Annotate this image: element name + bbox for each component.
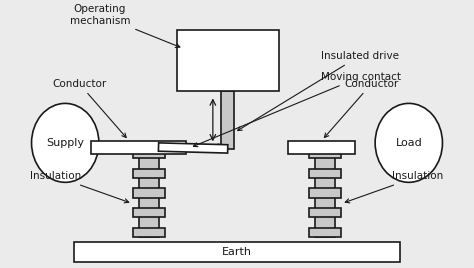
Bar: [177, 31, 279, 91]
Bar: [309, 169, 341, 178]
Text: Insulation: Insulation: [30, 172, 129, 203]
Bar: [133, 208, 165, 217]
Bar: [133, 169, 165, 178]
Text: Load: Load: [395, 138, 422, 148]
Text: Insulation: Insulation: [345, 172, 444, 203]
Text: Operating
mechanism: Operating mechanism: [70, 4, 180, 47]
Bar: [309, 208, 341, 217]
Bar: [288, 140, 356, 154]
Bar: [133, 149, 165, 158]
Ellipse shape: [375, 103, 442, 182]
Bar: [139, 149, 158, 237]
Bar: [133, 188, 165, 198]
Bar: [74, 242, 400, 262]
Bar: [91, 140, 186, 154]
Text: Supply: Supply: [46, 138, 84, 148]
Text: Insulated drive: Insulated drive: [237, 51, 399, 131]
Bar: [309, 228, 341, 237]
Ellipse shape: [32, 103, 99, 182]
Bar: [221, 91, 234, 149]
Bar: [133, 228, 165, 237]
Bar: [316, 149, 335, 237]
Text: Moving contact: Moving contact: [193, 72, 401, 147]
Bar: [309, 188, 341, 198]
Text: Conductor: Conductor: [52, 79, 126, 137]
Text: Conductor: Conductor: [324, 79, 399, 137]
Bar: [309, 149, 341, 158]
Polygon shape: [158, 143, 228, 153]
Text: Earth: Earth: [222, 247, 252, 257]
